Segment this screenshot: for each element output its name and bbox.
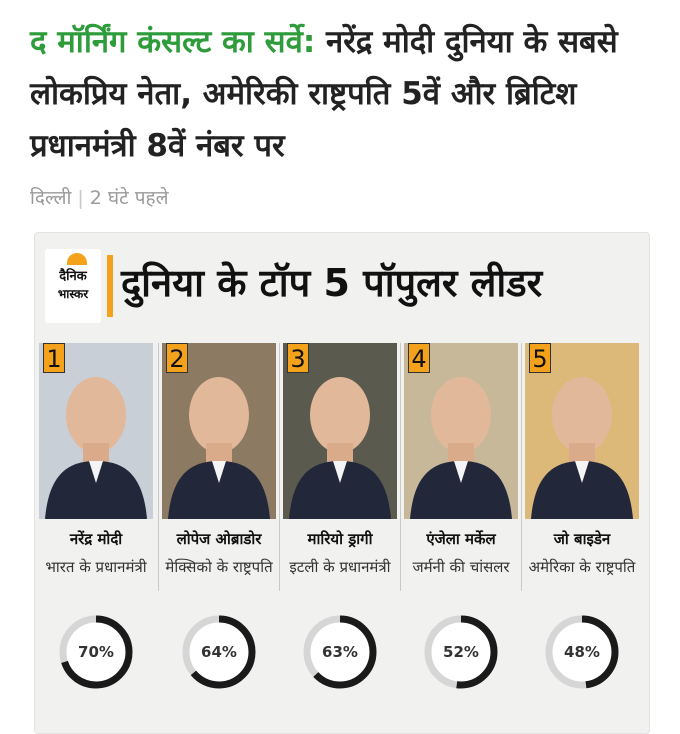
leader-photo [525, 343, 639, 519]
rank-badge: 4 [408, 343, 430, 373]
leader-post: जर्मनी की चांसलर [412, 558, 510, 576]
approval-ring: 63% [301, 613, 379, 691]
leader-name: मारियो ड्रागी [307, 530, 373, 548]
leader-post: भारत के प्रधानमंत्री [45, 558, 147, 576]
approval-value: 70% [78, 643, 114, 661]
meta-separator: | [77, 187, 84, 209]
rank-badge: 5 [529, 343, 551, 373]
approval-value: 48% [564, 643, 600, 661]
article-source: द मॉर्निंग कंसल्ट का सर्वे: [30, 24, 316, 60]
approval-ring-fill [303, 615, 377, 689]
approval-value: 64% [201, 643, 237, 661]
person-silhouette-icon [45, 377, 147, 519]
logo-line-1: दैनिक [59, 269, 87, 284]
approval-value: 52% [443, 643, 479, 661]
approval-ring-fill [182, 615, 256, 689]
leader-post: अमेरिका के राष्ट्रपति [528, 558, 636, 576]
column-divider [158, 343, 159, 591]
infographic-card[interactable]: दैनिक भास्कर दुनिया के टॉप 5 पॉपुलर लीडर… [34, 232, 650, 734]
rank-badge: 2 [166, 343, 188, 373]
leader-name: जो बाइडेन [553, 530, 611, 548]
leader-post: इटली के प्रधानमंत्री [289, 558, 391, 576]
article-meta: दिल्ली | 2 घंटे पहले [30, 184, 169, 210]
dainik-bhaskar-logo: दैनिक भास्कर [45, 249, 101, 323]
approval-ring-fill [59, 615, 133, 689]
infographic-title: दुनिया के टॉप 5 पॉपुलर लीडर [121, 261, 543, 305]
title-accent-bar [107, 255, 113, 317]
person-silhouette-icon [168, 377, 270, 519]
leader-name: लोपेज ओब्राडोर [176, 530, 262, 548]
approval-ring: 64% [180, 613, 258, 691]
person-silhouette-icon [410, 377, 512, 519]
sun-icon [67, 253, 87, 265]
approval-ring: 48% [543, 613, 621, 691]
article-headline[interactable]: द मॉर्निंग कंसल्ट का सर्वे: नरेंद्र मोदी… [30, 16, 660, 172]
leader-photo [39, 343, 153, 519]
person-silhouette-icon [289, 377, 391, 519]
approval-ring: 52% [422, 613, 500, 691]
rank-badge: 3 [287, 343, 309, 373]
article-location: दिल्ली [30, 187, 72, 209]
rank-badge: 1 [43, 343, 65, 373]
leader-photo [283, 343, 397, 519]
column-divider [279, 343, 280, 591]
logo-line-2: भास्कर [57, 287, 89, 301]
leader-photo [162, 343, 276, 519]
article-headline-text: नरेंद्र मोदी दुनिया के सबसे लोकप्रिय नेत… [30, 24, 618, 164]
article-time: 2 घंटे पहले [89, 187, 169, 209]
person-silhouette-icon [531, 377, 633, 519]
leader-name: नरेंद्र मोदी [69, 530, 123, 548]
column-divider [400, 343, 401, 591]
approval-ring-fill [545, 615, 619, 689]
leader-post: मेक्सिको के राष्ट्रपति [165, 558, 273, 576]
approval-value: 63% [322, 643, 358, 661]
approval-ring: 70% [57, 613, 135, 691]
column-divider [521, 343, 522, 591]
approval-ring-fill [424, 615, 498, 689]
leader-name: एंजेला मर्केल [426, 530, 496, 548]
